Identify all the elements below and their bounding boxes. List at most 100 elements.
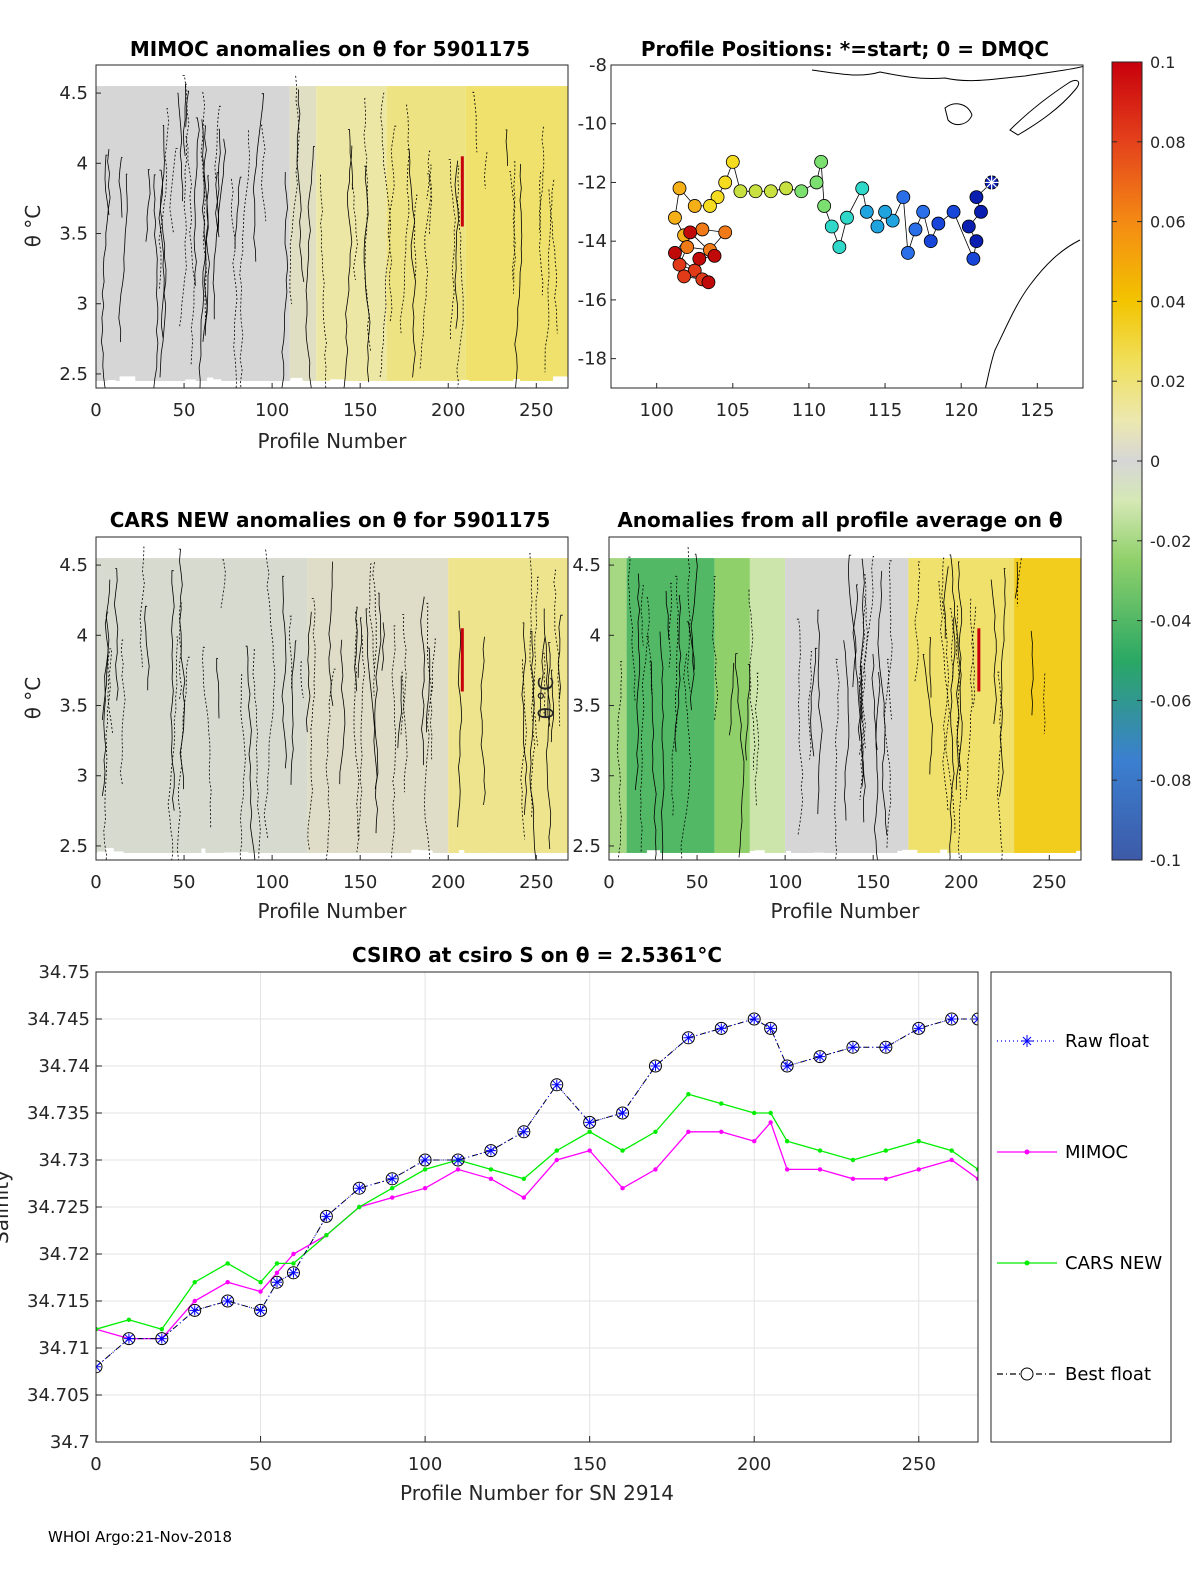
profile-position-point — [931, 216, 946, 231]
salinity-ytick-label: 34.725 — [27, 1197, 90, 1218]
cars-xtick-label: 200 — [431, 872, 465, 893]
series-point-cars-new — [324, 1233, 329, 1238]
salinity-xlabel: Profile Number for SN 2914 — [400, 1481, 674, 1505]
profile-position-point — [809, 175, 824, 190]
profile-position-point — [779, 181, 793, 196]
series-point-mimoc — [817, 1167, 823, 1172]
allavg-ytick-label: 4.5 — [572, 555, 601, 576]
allavg-contour — [941, 557, 950, 811]
profile-position-point — [718, 225, 733, 240]
allavg-gap-bottom — [646, 850, 661, 860]
mimoc-gap-top — [546, 65, 555, 74]
mimoc-contour — [289, 75, 300, 305]
series-point-mimoc — [422, 1186, 428, 1191]
series-point-best-float — [681, 1031, 695, 1045]
profile-position-point — [672, 181, 687, 196]
mimoc-contour — [215, 172, 220, 233]
mimoc-gap-bottom — [460, 379, 469, 388]
cars-xlabel: Profile Number — [258, 899, 408, 923]
mimoc-contour — [182, 83, 187, 157]
allavg-contour — [649, 661, 657, 860]
mimoc-contour — [185, 136, 195, 365]
colorbar-ticks: 0.1 0.08 0.06 0.04 0.02 0 -0.02 -0.04 -0.06 -0.08… — [1112, 53, 1191, 870]
cars-contour — [529, 631, 537, 860]
cars-contour — [202, 646, 212, 828]
positions-xtick-label: 125 — [1020, 400, 1054, 421]
panel-cars: CARS NEW anomalies on θ for 5901175 0 50 1… — [21, 508, 569, 923]
series-point-mimoc — [225, 1280, 230, 1285]
allavg-ytick-label: 3 — [590, 766, 601, 787]
panel-mimoc: MIMOC anomalies on θ for 5901175 0 50 100 1… — [21, 37, 569, 453]
profile-position-point — [668, 210, 682, 225]
allavg-contour — [873, 672, 881, 860]
positions-xtick-label: 115 — [868, 400, 902, 421]
cars-xtick-label: 150 — [343, 872, 377, 893]
series-point-mimoc — [653, 1167, 658, 1172]
allavg-segment-0 — [609, 558, 627, 853]
cars-contour — [553, 569, 561, 727]
mimoc-gap-bottom — [211, 379, 222, 388]
cars-gap-bottom — [201, 848, 206, 860]
mimoc-gap-bottom — [107, 380, 116, 388]
mimoc-contour — [158, 108, 170, 289]
series-point-mimoc — [554, 1157, 559, 1163]
panel-positions: Profile Positions: *=start; 0 = DMQC 100… — [578, 37, 1084, 421]
cars-gap-bottom — [105, 848, 114, 860]
allavg-contour — [1043, 673, 1046, 735]
cars-gap-top — [464, 537, 469, 544]
mimoc-contour — [305, 146, 315, 388]
series-point-best-float — [747, 1012, 761, 1026]
salinity-ytick-label: 34.735 — [27, 1103, 90, 1124]
cars-gap-top — [405, 537, 415, 549]
series-point-mimoc — [752, 1139, 757, 1144]
mimoc-xtick-label: 150 — [343, 400, 377, 421]
allavg-contour — [883, 560, 893, 849]
mimoc-contour — [169, 148, 178, 233]
series-point-cars-new — [521, 1176, 527, 1182]
series-point-mimoc — [521, 1195, 527, 1200]
mimoc-xtick-label: 50 — [173, 400, 196, 421]
colorbar-tick-label: -0.06 — [1150, 691, 1191, 710]
allavg-contour — [796, 618, 804, 836]
panel-salinity: CSIRO at csiro S on θ = 2.5361°C 34.734.… — [0, 943, 1172, 1505]
series-point-best-float — [616, 1106, 630, 1120]
mimoc-contour — [343, 145, 353, 388]
mimoc-gap-top — [153, 65, 162, 77]
series-point-cars-new — [817, 1148, 823, 1153]
cars-contour — [170, 570, 175, 811]
cars-contour — [176, 656, 190, 860]
allavg-contour — [969, 598, 976, 708]
cars-contour — [426, 602, 433, 760]
profile-position-point — [794, 184, 809, 199]
legend-box — [990, 971, 1172, 1443]
allavg-contour — [956, 605, 962, 859]
series-point-best-float — [764, 1021, 778, 1035]
series-point-best-float — [122, 1332, 136, 1346]
cars-gap-top — [265, 537, 280, 546]
series-point-mimoc — [587, 1148, 592, 1153]
cars-gap-top — [501, 537, 514, 544]
series-point-raw-float — [765, 1023, 776, 1034]
mimoc-contour — [215, 128, 221, 238]
mimoc-contour — [145, 169, 151, 242]
legend-label: Raw float — [1065, 1031, 1149, 1052]
allavg-contour — [634, 573, 641, 791]
allavg-contour — [887, 658, 893, 720]
mimoc-contour — [399, 104, 410, 334]
series-point-raw-float — [782, 1061, 793, 1071]
mimoc-contour — [509, 171, 516, 280]
mimoc-contour — [380, 92, 393, 322]
mimoc-xtick-label: 100 — [255, 400, 289, 421]
series-point-mimoc — [916, 1167, 921, 1172]
cars-gap-top — [149, 537, 159, 544]
mimoc-contour — [448, 159, 456, 340]
series-point-best-float — [813, 1050, 827, 1064]
mimoc-ytick-label: 4 — [77, 153, 88, 174]
salinity-ylabel: Salinity — [0, 1170, 13, 1244]
allavg-gap-top — [684, 537, 699, 546]
series-point-best-float — [971, 1012, 978, 1026]
mimoc-heatmap — [96, 65, 568, 388]
cars-contour — [538, 637, 546, 722]
colorbar-tick-label: 0.02 — [1150, 372, 1186, 391]
mimoc-contour — [363, 165, 371, 383]
